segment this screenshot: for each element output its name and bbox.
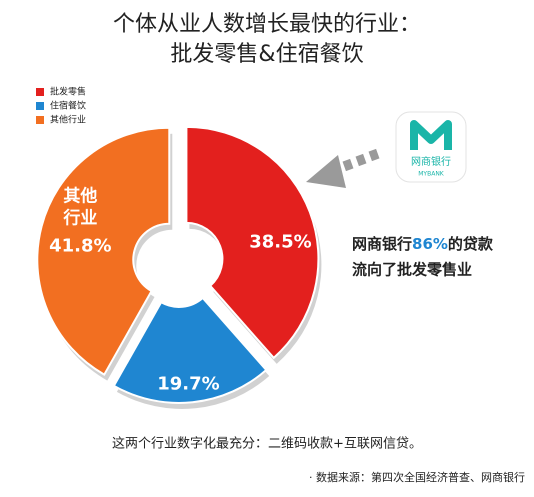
value-label: 38.5% xyxy=(249,231,311,252)
logo-name: 网商银行 xyxy=(411,155,451,168)
annotation-part: 86% xyxy=(412,235,448,253)
slice-label: 其他 xyxy=(63,185,97,206)
annotation-part: 网商银行 xyxy=(352,235,412,253)
slice-label: 行业 xyxy=(62,207,97,228)
chart-subtitle: 批发零售&住宿餐饮 xyxy=(170,42,363,67)
annotation-part: 的贷款 xyxy=(448,235,494,253)
annotation: 网商银行86%的贷款 xyxy=(352,235,494,253)
annotation-line: 流向了批发零售业 xyxy=(352,261,472,279)
arrow xyxy=(306,148,380,188)
legend-label: 批发零售 xyxy=(50,86,86,98)
logo: 网商银行 MYBANK xyxy=(395,111,467,183)
footnote: 这两个行业数字化最充分：二维码收款+互联网信贷。 xyxy=(112,436,422,452)
slice xyxy=(185,125,320,360)
legend-label: 住宿餐饮 xyxy=(50,100,86,112)
logo-mark xyxy=(410,120,452,150)
legend-swatch xyxy=(36,116,44,124)
legend-swatch xyxy=(36,102,44,110)
legend-label: 其他行业 xyxy=(50,114,86,126)
chart-title: 个体从业人数增长最快的行业： xyxy=(113,12,421,37)
slice xyxy=(36,126,171,376)
source: · 数据来源：第四次全国经济普查、网商银行 xyxy=(309,470,525,484)
value-label: 41.8% xyxy=(49,235,111,256)
legend-swatch xyxy=(36,88,44,96)
slice xyxy=(112,296,268,404)
logo-sub: MYBANK xyxy=(418,171,445,178)
value-label: 19.7% xyxy=(157,373,219,394)
